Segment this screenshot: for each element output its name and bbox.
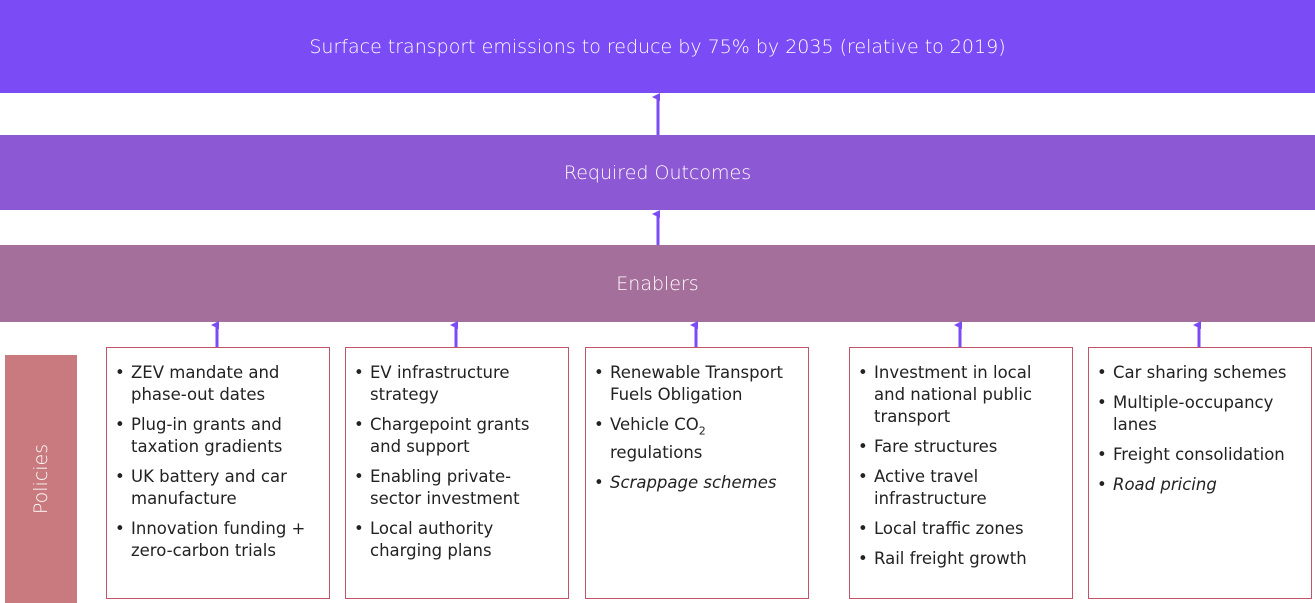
policy-item: • Scrappage schemes — [594, 472, 802, 494]
item-text: Local traffic zones — [874, 519, 1024, 538]
item-text-wrap: Chargepoint grants and support — [370, 414, 562, 458]
item-text: UK battery and car manufacture — [131, 467, 287, 508]
item-text-wrap: EV infrastructure strategy — [370, 362, 562, 406]
bullet: • — [115, 363, 125, 382]
item-text-after: regulations — [610, 443, 703, 463]
bullet: • — [594, 473, 604, 493]
policy-item: • ZEV mandate and phase-out dates — [115, 362, 323, 406]
item-text: Road pricing — [1113, 475, 1217, 494]
item-text-wrap: Car sharing schemes — [1113, 362, 1286, 384]
policy-item: • Chargepoint grants and support — [354, 414, 562, 458]
item-text-wrap: Innovation funding + zero-carbon trials — [131, 518, 323, 562]
bullet: • — [594, 415, 604, 434]
policy-item: • Innovation funding + zero-carbon trials — [115, 518, 323, 562]
item-text: Fare structures — [874, 437, 998, 456]
item-text: Multiple-occupancy lanes — [1113, 393, 1274, 434]
bullet: • — [354, 415, 364, 434]
item-text: Innovation funding + zero-carbon trials — [131, 519, 306, 560]
item-text-wrap: Local traffic zones — [874, 518, 1024, 540]
policy-item: • Car sharing schemes — [1097, 362, 1305, 384]
bullet: • — [858, 437, 868, 456]
item-text: Active travel infrastructure — [874, 467, 987, 508]
item-text-wrap: Plug-in grants and taxation gradients — [131, 414, 323, 458]
policy-item: • Rail freight growth — [858, 548, 1066, 570]
policy-item: • Local authority charging plans — [354, 518, 562, 562]
item-text-wrap: Investment in local and national public … — [874, 362, 1066, 428]
policy-item: • Road pricing — [1097, 474, 1305, 496]
item-text: ZEV mandate and phase-out dates — [131, 363, 280, 404]
policy-item: • Freight consolidation — [1097, 444, 1305, 466]
bullet: • — [1097, 393, 1107, 412]
item-text: Chargepoint grants and support — [370, 415, 530, 456]
bullet: • — [115, 467, 125, 486]
item-text-wrap: Rail freight growth — [874, 548, 1027, 570]
item-text: Enabling private-sector investment — [370, 467, 520, 508]
bullet: • — [858, 549, 868, 568]
policy-item: • Investment in local and national public… — [858, 362, 1066, 428]
item-text-wrap: Enabling private-sector investment — [370, 466, 562, 510]
policy-box: • Investment in local and national public… — [849, 347, 1073, 599]
goal-bar: Surface transport emissions to reduce by… — [0, 0, 1315, 93]
bullet: • — [858, 467, 868, 486]
policy-box: • EV infrastructure strategy • Chargepoint … — [345, 347, 569, 599]
bullet: • — [354, 519, 364, 538]
enablers-text: Enablers — [616, 272, 699, 295]
policy-box: • Renewable Transport Fuels Obligation • Ve… — [585, 347, 809, 599]
policies-bar: Policies — [5, 355, 77, 603]
item-text-wrap: UK battery and car manufacture — [131, 466, 323, 510]
policy-item: • Active travel infrastructure — [858, 466, 1066, 510]
item-text: Investment in local and national public … — [874, 363, 1033, 426]
item-text-wrap: Freight consolidation — [1113, 444, 1285, 466]
item-text: Freight consolidation — [1113, 445, 1285, 464]
item-text: Local authority charging plans — [370, 519, 494, 560]
goal-text: Surface transport emissions to reduce by… — [309, 35, 1006, 58]
policy-item: • Enabling private-sector investment — [354, 466, 562, 510]
enablers-bar: Enablers — [0, 245, 1315, 322]
policy-box: • ZEV mandate and phase-out dates • Plug-in… — [106, 347, 330, 599]
item-text: Scrappage schemes — [610, 473, 777, 493]
item-text-wrap: ZEV mandate and phase-out dates — [131, 362, 323, 406]
item-text: EV infrastructure strategy — [370, 363, 510, 404]
item-subscript: 2 — [698, 424, 706, 438]
policy-item: • Vehicle CO2 regulations — [594, 414, 802, 464]
policy-item: • UK battery and car manufacture — [115, 466, 323, 510]
bullet: • — [354, 363, 364, 382]
bullet: • — [115, 415, 125, 434]
bullet: • — [115, 519, 125, 538]
item-text-wrap: Local authority charging plans — [370, 518, 562, 562]
bullet: • — [1097, 475, 1107, 494]
item-text-wrap: Active travel infrastructure — [874, 466, 1066, 510]
bullet: • — [1097, 445, 1107, 464]
bullet: • — [1097, 363, 1107, 382]
policy-item: • Multiple-occupancy lanes — [1097, 392, 1305, 436]
policy-item: • EV infrastructure strategy — [354, 362, 562, 406]
policy-item: • Fare structures — [858, 436, 1066, 458]
item-text-wrap: Multiple-occupancy lanes — [1113, 392, 1305, 436]
policy-item: • Local traffic zones — [858, 518, 1066, 540]
bullet: • — [594, 363, 604, 382]
item-text-wrap: Scrappage schemes — [610, 472, 776, 494]
item-text: Vehicle CO — [610, 415, 699, 434]
policy-item: • Plug-in grants and taxation gradients — [115, 414, 323, 458]
outcomes-bar: Required Outcomes — [0, 135, 1315, 210]
bullet: • — [354, 467, 364, 486]
item-text: Car sharing schemes — [1113, 363, 1287, 382]
item-text: Plug-in grants and taxation gradients — [131, 415, 283, 456]
item-text-wrap: Road pricing — [1113, 474, 1217, 496]
policy-item: • Renewable Transport Fuels Obligation — [594, 362, 802, 406]
policy-box: • Car sharing schemes • Multiple-occupancy … — [1088, 347, 1312, 599]
bullet: • — [858, 519, 868, 538]
item-text-wrap: Renewable Transport Fuels Obligation — [610, 362, 802, 406]
item-text-wrap: Fare structures — [874, 436, 997, 458]
bullet: • — [858, 363, 868, 382]
item-text-wrap: Vehicle CO2 regulations — [610, 414, 802, 464]
item-text: Renewable Transport Fuels Obligation — [610, 363, 783, 404]
item-text: Rail freight growth — [874, 549, 1027, 568]
outcomes-text: Required Outcomes — [563, 161, 752, 184]
